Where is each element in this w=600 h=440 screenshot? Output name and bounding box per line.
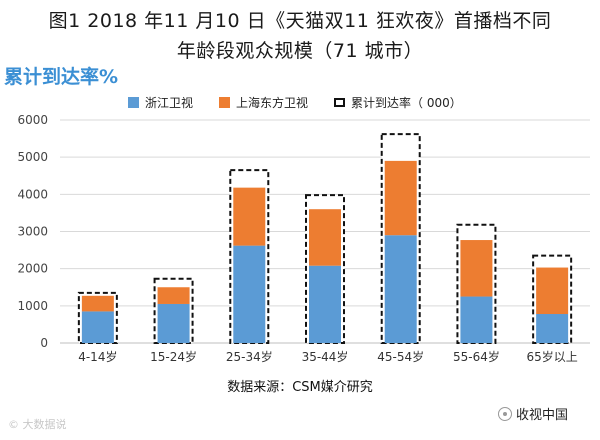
- data-source: 数据来源：CSM媒介研究: [227, 380, 373, 395]
- legend-swatch-dongfang: [219, 97, 231, 108]
- bar-zhejiang: [157, 303, 190, 343]
- bar-dongfang: [384, 160, 417, 236]
- x-tick-label: 45-54岁: [377, 349, 424, 364]
- bar-dongfang: [81, 295, 114, 312]
- watermark-right-text: 收视中国: [516, 408, 569, 423]
- bar-dongfang: [233, 187, 266, 246]
- y-tick-label: 2000: [17, 262, 48, 276]
- bar-zhejiang: [460, 296, 493, 343]
- bar-zhejiang: [81, 311, 114, 343]
- legend-item-dongfang: 上海东方卫视: [219, 94, 308, 111]
- bar-zhejiang: [233, 245, 266, 343]
- bar-zhejiang: [384, 235, 417, 343]
- bar-zhejiang: [309, 265, 341, 343]
- y-tick-label: 6000: [17, 113, 48, 127]
- x-tick-label: 65岁以上: [527, 349, 578, 364]
- legend-label-cumulative: 累计到达率（ 000）: [351, 96, 462, 110]
- y-tick-label: 5000: [17, 150, 48, 164]
- legend-label-zhejiang: 浙江卫视: [145, 96, 194, 110]
- y-tick-label: 0: [40, 336, 48, 350]
- y-tick-label: 3000: [17, 225, 48, 239]
- legend-label-dongfang: 上海东方卫视: [236, 96, 309, 110]
- legend-swatch-zhejiang: [128, 97, 139, 108]
- bar-dongfang: [536, 267, 569, 315]
- bar-dongfang: [460, 240, 493, 297]
- watermark-right: 收视中国: [498, 404, 568, 423]
- y-tick-label: 1000: [17, 299, 48, 313]
- y-axis-label: 累计到达率%: [4, 66, 119, 88]
- bar-dongfang: [309, 209, 341, 266]
- chart-legend: 浙江卫视 上海东方卫视 累计到达率（ 000）: [128, 94, 488, 111]
- chart-title-line1: 图1 2018 年11 月10 日《天猫双11 狂欢夜》首播档不同: [48, 10, 552, 32]
- x-tick-label: 25-34岁: [226, 349, 273, 364]
- watermark-left: © 大数据说: [8, 418, 67, 431]
- bar-zhejiang: [536, 314, 569, 343]
- y-tick-label: 4000: [17, 187, 48, 201]
- wechat-icon: [498, 406, 512, 421]
- x-tick-label: 35-44岁: [302, 349, 349, 364]
- legend-item-cumulative: 累计到达率（ 000）: [334, 94, 462, 111]
- legend-item-zhejiang: 浙江卫视: [128, 94, 193, 111]
- x-tick-label: 4-14岁: [78, 349, 117, 364]
- x-tick-label: 55-64岁: [453, 349, 500, 364]
- x-tick-label: 15-24岁: [150, 349, 197, 364]
- legend-swatch-cumulative: [334, 98, 346, 107]
- chart-title-line2: 年龄段观众规模（71 城市）: [176, 40, 424, 62]
- bar-dongfang: [157, 287, 190, 304]
